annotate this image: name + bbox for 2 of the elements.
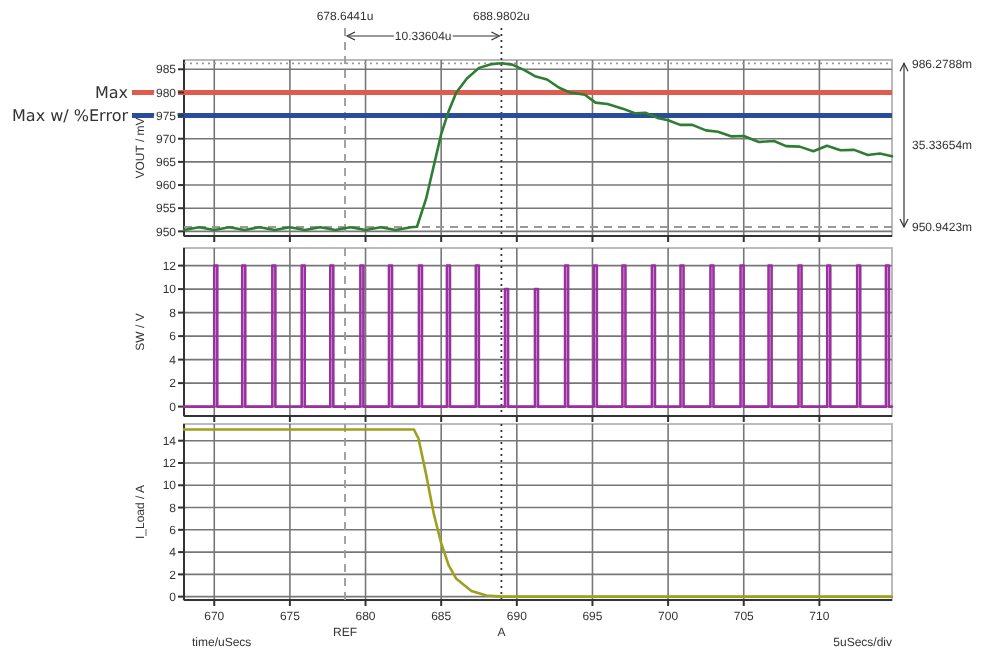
ref-line-label: Max w/ %Error — [12, 107, 130, 126]
ref-line-label: Max — [94, 84, 129, 103]
